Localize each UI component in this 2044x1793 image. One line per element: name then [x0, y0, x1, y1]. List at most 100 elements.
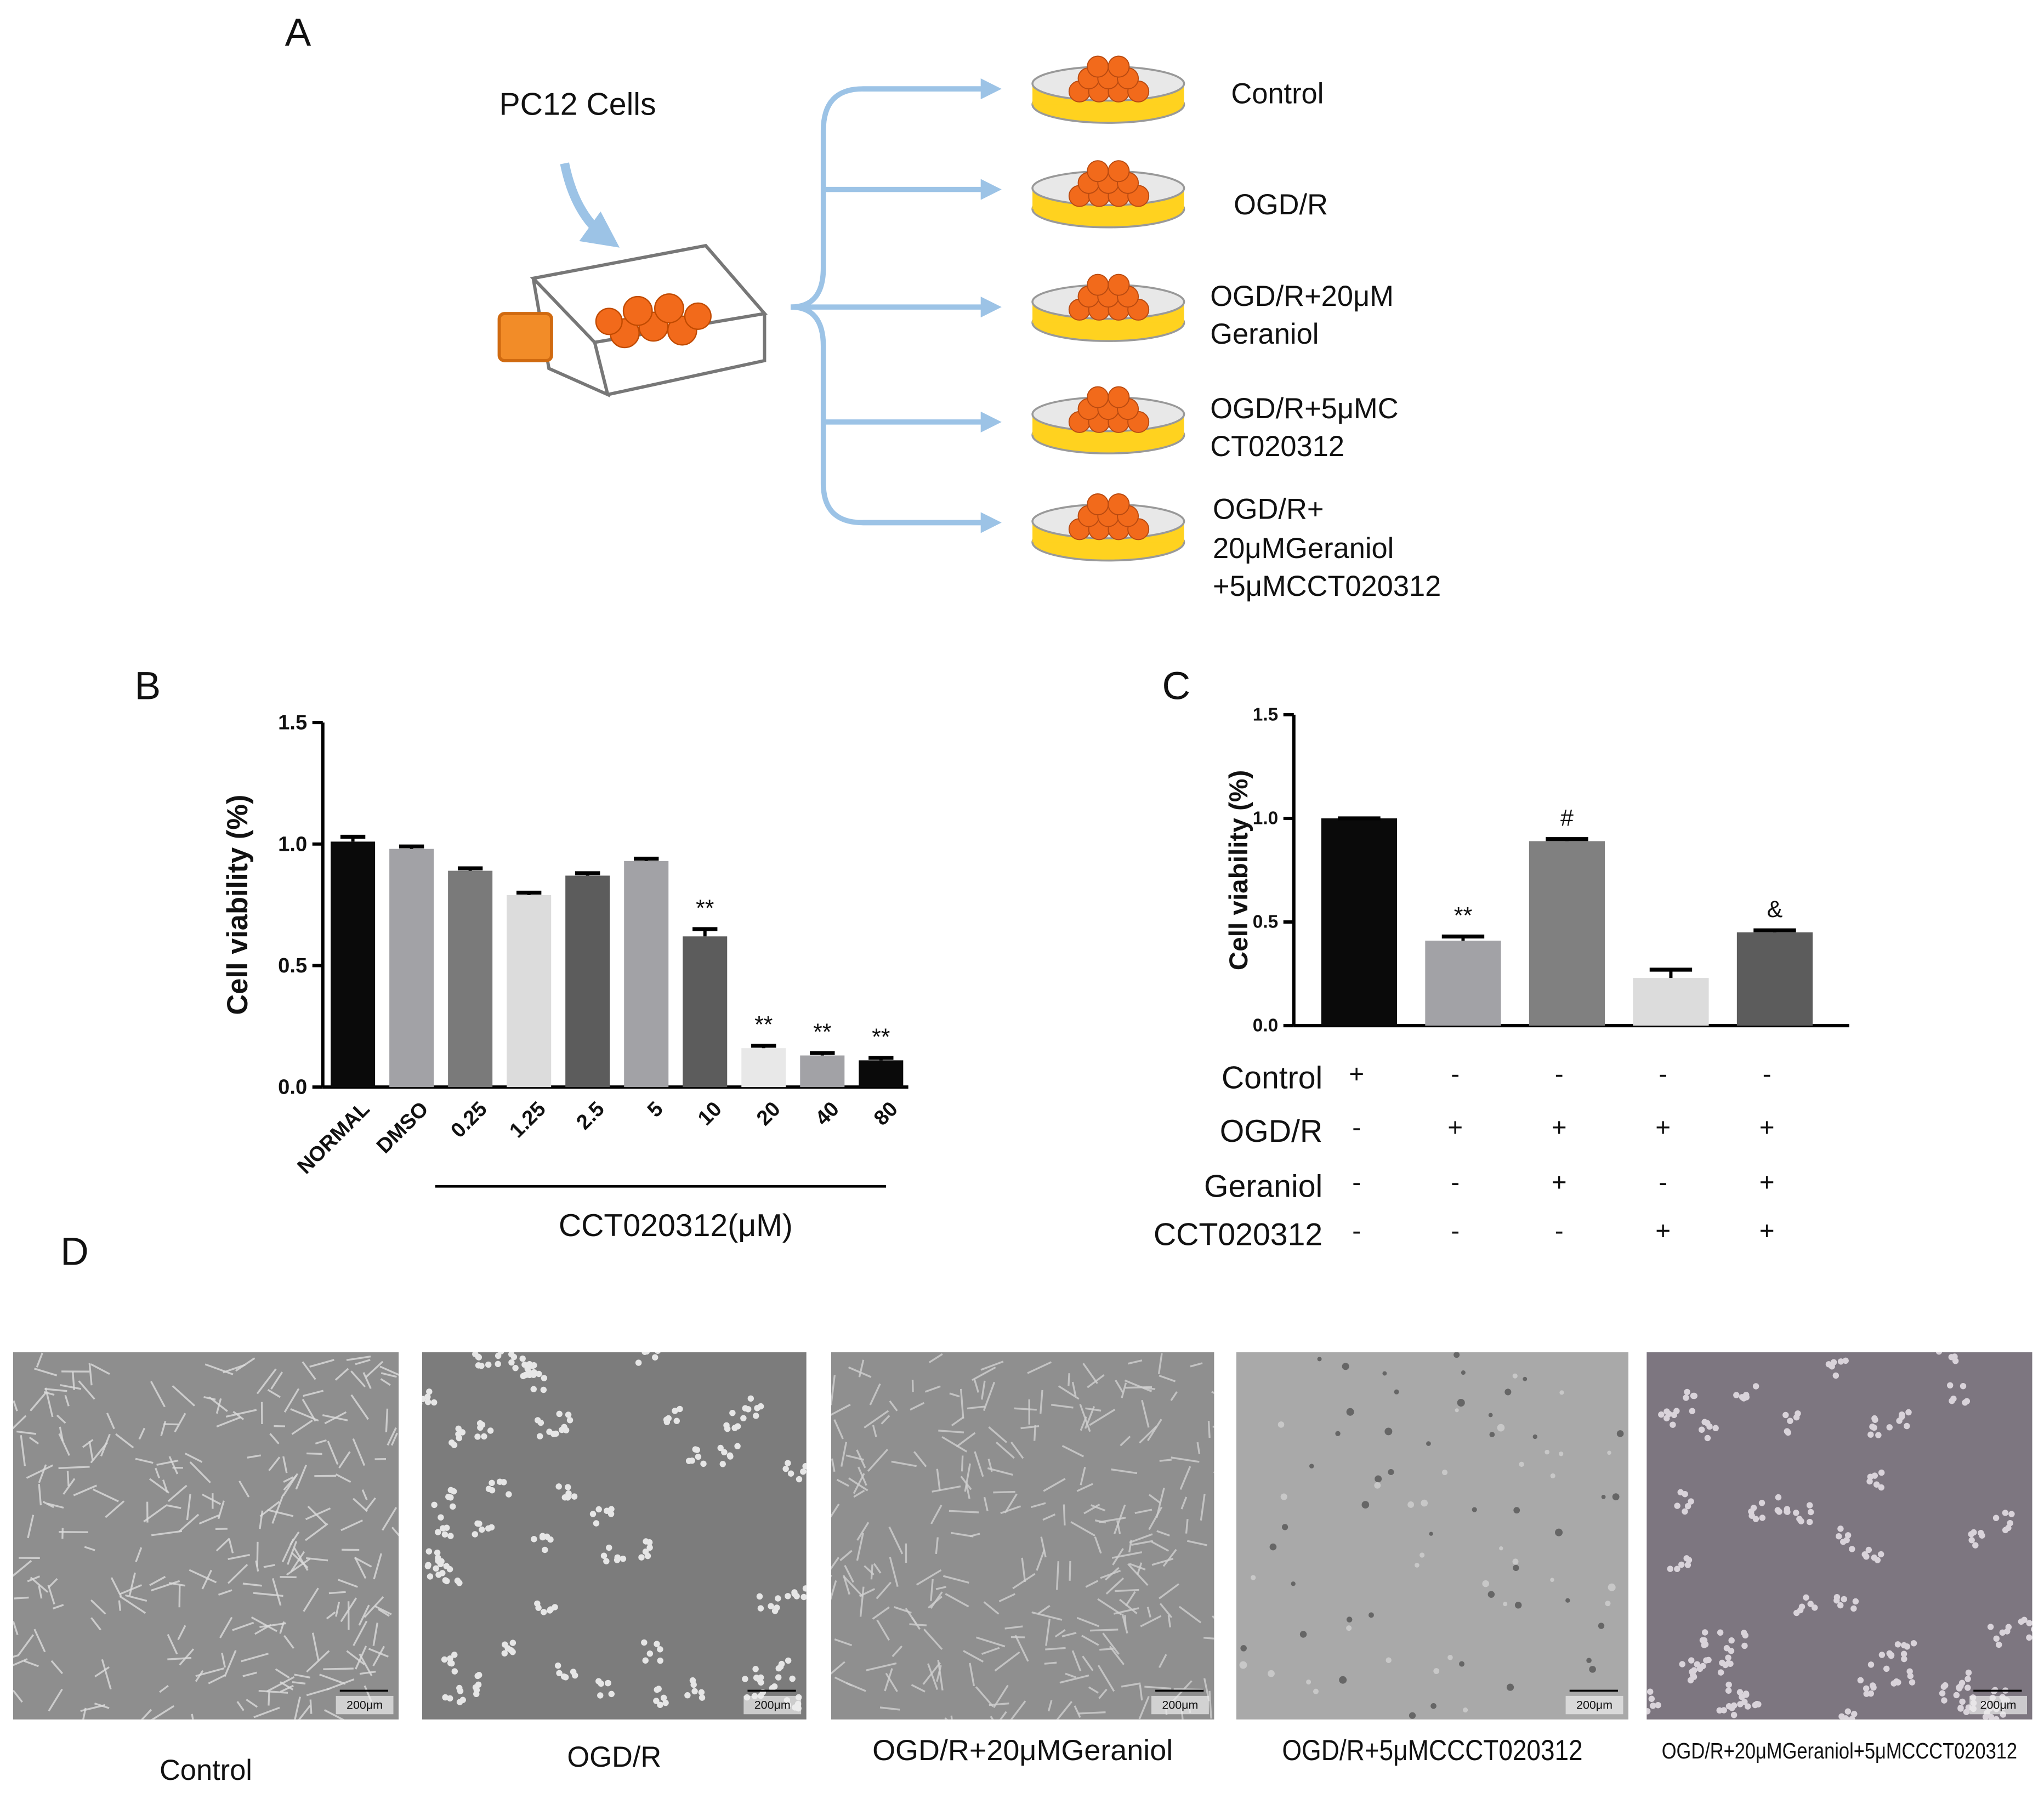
scale-label: 200μm	[1162, 1699, 1198, 1712]
cell	[1727, 1660, 1734, 1667]
cell	[24, 1660, 39, 1667]
cell	[218, 1589, 232, 1596]
micrograph-caption: Control	[160, 1755, 252, 1786]
cell	[266, 1676, 295, 1693]
cell	[1482, 1580, 1489, 1587]
cell	[1717, 1629, 1724, 1636]
cell	[785, 1593, 791, 1600]
cell	[90, 1442, 109, 1464]
cell	[1785, 1429, 1791, 1436]
cell	[1108, 493, 1130, 516]
cell	[963, 1650, 984, 1663]
cell	[2018, 1618, 2025, 1625]
cell	[1313, 1688, 1319, 1694]
cell	[1865, 1546, 1872, 1553]
cell	[422, 1396, 426, 1402]
cell	[1453, 1352, 1460, 1358]
cell	[451, 1668, 458, 1675]
cell	[191, 1714, 194, 1720]
cell	[455, 1425, 462, 1432]
cell	[1111, 1551, 1142, 1559]
cell	[1124, 1379, 1152, 1392]
cell	[694, 1447, 701, 1453]
cell	[125, 1594, 147, 1602]
cell	[1646, 1708, 1651, 1715]
cell	[1807, 1509, 1814, 1516]
group-label: 20μMGeraniol	[1213, 533, 1394, 565]
condition-label: CCT020312	[1154, 1217, 1322, 1252]
cell	[800, 1593, 807, 1601]
cell	[745, 1406, 752, 1413]
cell	[135, 1458, 154, 1464]
cell	[286, 1558, 311, 1576]
cell	[346, 1650, 365, 1665]
cell	[560, 1673, 567, 1680]
cell	[981, 1380, 986, 1400]
cell	[426, 1388, 433, 1395]
cell	[246, 1699, 258, 1708]
cell	[1268, 1670, 1275, 1677]
cell	[831, 1557, 839, 1570]
cell	[267, 1509, 294, 1517]
cell	[178, 1585, 181, 1608]
cell	[487, 1427, 494, 1434]
cell	[1964, 1676, 1971, 1682]
cell	[48, 1688, 63, 1712]
cell	[839, 1550, 853, 1562]
cell	[1094, 1536, 1102, 1554]
cell	[600, 1552, 607, 1559]
cell	[34, 1368, 58, 1376]
cell	[1886, 1424, 1893, 1431]
cell	[1441, 1470, 1448, 1476]
cell	[450, 1488, 457, 1495]
cell	[1139, 1684, 1143, 1701]
cell	[223, 1364, 246, 1374]
cell	[641, 1639, 648, 1646]
cell	[1698, 1426, 1705, 1433]
cell	[831, 1375, 836, 1405]
cell	[742, 1676, 748, 1682]
cell	[1128, 1539, 1133, 1553]
cell	[531, 1536, 537, 1542]
cell	[82, 1439, 94, 1448]
bar	[389, 849, 434, 1088]
cell	[1004, 1493, 1018, 1513]
cell	[655, 1352, 661, 1354]
cell	[729, 1409, 736, 1416]
cell	[1207, 1420, 1211, 1438]
cell	[1512, 1373, 1518, 1379]
x-tick-label: 10	[693, 1097, 726, 1130]
cell	[1867, 1473, 1874, 1480]
cell	[1291, 1581, 1296, 1586]
condition-sign: +	[1447, 1113, 1463, 1142]
cell	[1299, 1631, 1307, 1638]
cell	[58, 1433, 71, 1456]
cell	[60, 1384, 82, 1390]
cell	[928, 1596, 943, 1609]
cell	[1867, 1690, 1875, 1697]
cell	[1608, 1583, 1616, 1591]
cell	[1784, 1509, 1791, 1515]
cell	[1558, 1452, 1564, 1456]
cell	[1061, 1445, 1085, 1458]
cell	[1076, 1483, 1093, 1492]
cell	[90, 1599, 106, 1615]
significance-label: **	[813, 1019, 832, 1045]
cell	[1080, 1466, 1086, 1485]
cell	[177, 1625, 186, 1641]
cell	[283, 1388, 300, 1413]
cell	[956, 1432, 976, 1448]
cell	[1940, 1683, 1948, 1690]
cell	[359, 1670, 376, 1675]
cell	[451, 1652, 458, 1658]
cell	[845, 1454, 864, 1461]
cell	[536, 1433, 543, 1439]
cell	[151, 1530, 183, 1536]
cell	[856, 1522, 870, 1541]
cell	[1830, 1359, 1837, 1365]
cell	[1871, 1554, 1878, 1561]
cell	[642, 1657, 649, 1664]
cell	[1056, 1561, 1059, 1590]
x-tick-label: 1.25	[505, 1097, 550, 1142]
cell	[1071, 1650, 1082, 1672]
